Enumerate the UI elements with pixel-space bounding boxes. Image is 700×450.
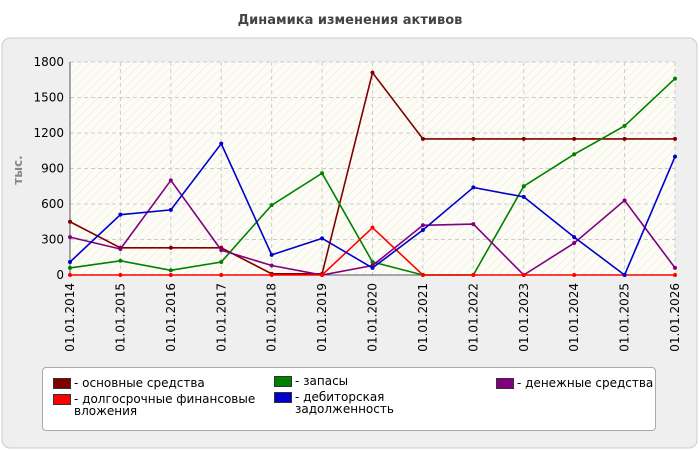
legend-label: - денежные средства	[517, 376, 654, 390]
legend-swatch	[53, 394, 71, 405]
point	[420, 223, 425, 228]
point	[370, 225, 375, 230]
legend-item: - долгосрочные финансовые вложения	[53, 393, 268, 417]
legend: - основные средства - запасы - денежные ср…	[42, 367, 656, 431]
x-tick-label: 01.01.2020	[366, 283, 380, 352]
point	[673, 154, 677, 159]
point	[269, 252, 274, 257]
legend-item: - дебиторская задолженность	[274, 391, 489, 415]
x-tick-label: 01.01.2025	[618, 283, 632, 352]
point	[471, 185, 476, 190]
point	[118, 258, 123, 263]
point	[622, 123, 627, 128]
point	[622, 136, 627, 141]
x-tick-label: 01.01.2014	[63, 283, 77, 352]
x-tick-label: 01.01.2018	[265, 283, 279, 352]
point	[219, 259, 224, 264]
y-tick-label: 600	[41, 197, 64, 211]
point	[420, 228, 425, 233]
legend-item: - денежные средства	[496, 377, 700, 389]
x-tick-label: 01.01.2022	[466, 283, 480, 352]
y-tick-label: 1800	[33, 55, 64, 69]
point	[68, 219, 72, 224]
point	[572, 136, 577, 141]
x-tick-label: 01.01.2017	[214, 283, 228, 352]
point	[118, 212, 123, 217]
point	[521, 184, 526, 189]
legend-label: - долгосрочные финансовые вложения	[74, 392, 256, 418]
legend-swatch	[53, 378, 71, 389]
point	[572, 152, 577, 157]
y-tick-label: 300	[41, 233, 64, 247]
point	[420, 136, 425, 141]
point	[622, 198, 627, 203]
point	[673, 265, 677, 270]
point	[219, 273, 224, 277]
point	[673, 76, 677, 81]
point	[370, 259, 375, 264]
point	[168, 207, 173, 212]
legend-swatch	[496, 378, 514, 389]
x-tick-label: 01.01.2021	[416, 283, 430, 352]
y-tick-label: 900	[41, 162, 64, 176]
point	[622, 273, 627, 277]
legend-swatch	[274, 376, 292, 387]
point	[118, 273, 123, 277]
point	[68, 273, 72, 277]
point	[471, 136, 476, 141]
point	[572, 273, 577, 277]
legend-label: - запасы	[295, 374, 349, 388]
point	[320, 273, 325, 277]
y-axis-label: тыс.	[11, 155, 25, 184]
y-tick-label: 0	[56, 268, 64, 282]
point	[572, 235, 577, 240]
point	[269, 203, 274, 208]
point	[521, 273, 526, 277]
point	[320, 171, 325, 176]
point	[320, 236, 325, 241]
x-tick-label: 01.01.2019	[315, 283, 329, 352]
legend-item: - основные средства	[53, 377, 268, 389]
legend-label: - основные средства	[74, 376, 205, 390]
point	[68, 235, 72, 240]
point	[521, 136, 526, 141]
point	[118, 246, 123, 251]
point	[471, 273, 476, 277]
chart-title: Динамика изменения активов	[238, 13, 463, 28]
point	[673, 273, 677, 277]
point	[370, 265, 375, 270]
point	[673, 136, 677, 141]
legend-label: - дебиторская задолженность	[295, 390, 394, 416]
point	[370, 70, 375, 75]
x-tick-label: 01.01.2015	[113, 283, 127, 352]
point	[168, 273, 173, 277]
point	[269, 273, 274, 277]
point	[68, 265, 72, 270]
point	[572, 241, 577, 246]
point	[219, 141, 224, 146]
point	[168, 245, 173, 250]
point	[168, 178, 173, 183]
point	[219, 248, 224, 253]
point	[168, 268, 173, 273]
point	[420, 273, 425, 277]
legend-item: - запасы	[274, 375, 489, 387]
legend-swatch	[274, 392, 292, 403]
point	[471, 222, 476, 227]
x-tick-label: 01.01.2023	[517, 283, 531, 352]
point	[521, 194, 526, 199]
x-tick-label: 01.01.2024	[567, 283, 581, 352]
point	[269, 263, 274, 268]
point	[68, 259, 72, 264]
x-tick-label: 01.01.2026	[668, 283, 682, 352]
y-tick-label: 1200	[33, 126, 64, 140]
y-tick-label: 1500	[33, 91, 64, 105]
x-tick-label: 01.01.2016	[164, 283, 178, 352]
